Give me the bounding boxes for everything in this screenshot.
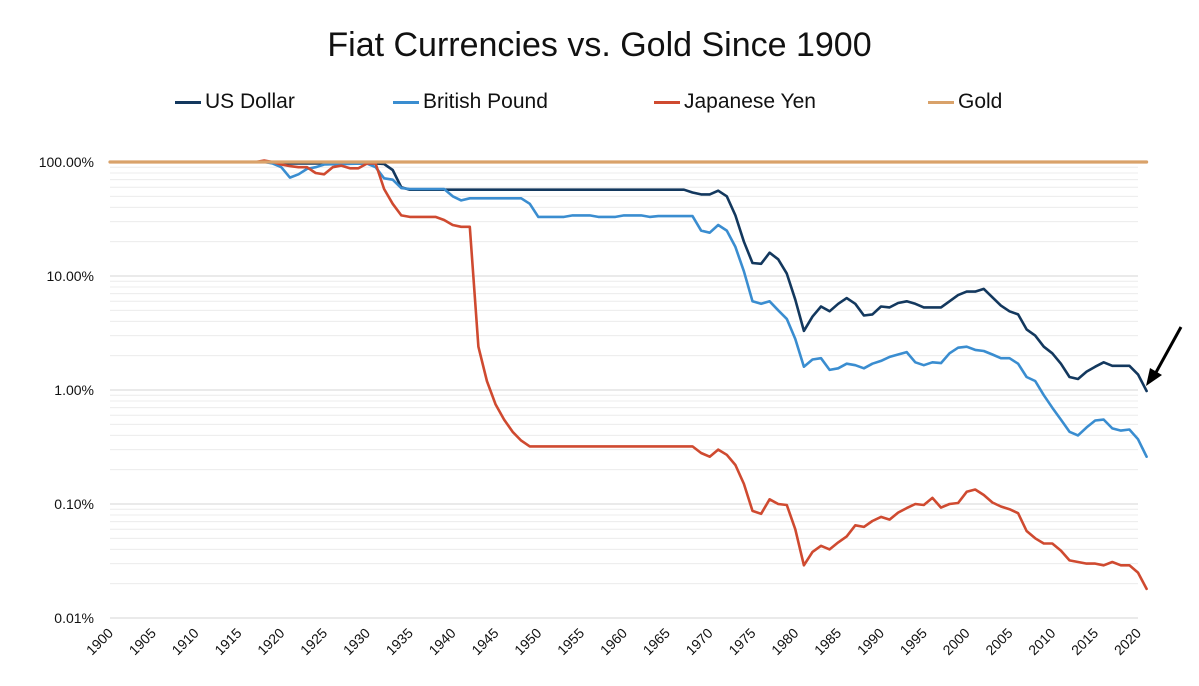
x-tick-label: 2015 — [1068, 625, 1101, 658]
x-tick-label: 2020 — [1111, 625, 1144, 658]
arrow-head — [1146, 368, 1162, 386]
x-tick-label: 1935 — [383, 625, 416, 658]
series-line-british-pound — [108, 160, 1148, 459]
legend-swatch-british-pound — [393, 100, 419, 104]
legend-item-british-pound: British Pound — [393, 90, 548, 114]
y-tick-label: 10.00% — [47, 268, 94, 284]
x-tick-label: 2005 — [982, 625, 1015, 658]
legend-label-gold: Gold — [958, 90, 1003, 113]
y-tick-label: 1.00% — [54, 382, 94, 398]
x-tick-label: 1955 — [554, 625, 587, 658]
x-tick-label: 1940 — [425, 625, 458, 658]
x-tick-label: 1930 — [340, 625, 373, 658]
series-layer — [108, 159, 1149, 591]
arrow-shaft — [1152, 326, 1183, 377]
x-tick-label: 2010 — [1025, 625, 1058, 658]
x-tick-label: 1980 — [768, 625, 801, 658]
x-tick-label: 1925 — [297, 625, 330, 658]
x-tick-label: 1915 — [211, 625, 244, 658]
grid-layer — [110, 161, 1138, 619]
legend-label-british-pound: British Pound — [423, 90, 548, 113]
x-tick-label: 1975 — [725, 625, 758, 658]
x-tick-label: 1970 — [682, 625, 715, 658]
legend-swatch-us-dollar — [175, 100, 201, 104]
y-tick-label: 0.01% — [54, 610, 94, 626]
x-tick-label: 1985 — [811, 625, 844, 658]
x-tick-label: 1900 — [83, 625, 116, 658]
x-tick-label: 1990 — [854, 625, 887, 658]
x-tick-label: 1960 — [597, 625, 630, 658]
y-axis-ticks: 100.00% 10.00% 1.00% 0.10% 0.01% — [39, 154, 94, 626]
legend-item-gold: Gold — [928, 90, 1002, 114]
x-tick-label: 1905 — [126, 625, 159, 658]
x-tick-label: 1965 — [640, 625, 673, 658]
legend: US Dollar British Pound Japanese Yen Gol… — [0, 90, 1199, 124]
legend-item-us-dollar: US Dollar — [175, 90, 295, 114]
arrow-annotation — [1146, 326, 1183, 386]
legend-swatch-gold — [928, 100, 954, 104]
series-line-us-dollar — [108, 160, 1148, 393]
x-tick-label: 1950 — [511, 625, 544, 658]
x-tick-label: 1945 — [468, 625, 501, 658]
x-tick-label: 2000 — [939, 625, 972, 658]
x-axis-ticks: 1900 1905 1910 1915 1920 1925 1930 1935 1940 1945… — [83, 625, 1144, 658]
y-tick-label: 100.00% — [39, 154, 94, 170]
legend-label-us-dollar: US Dollar — [205, 90, 295, 113]
series-line-japanese-yen — [108, 159, 1148, 591]
x-tick-label: 1995 — [897, 625, 930, 658]
x-tick-label: 1920 — [254, 625, 287, 658]
chart-title: Fiat Currencies vs. Gold Since 1900 — [327, 26, 872, 64]
x-tick-label: 1910 — [168, 625, 201, 658]
y-tick-label: 0.10% — [54, 496, 94, 512]
legend-label-japanese-yen: Japanese Yen — [684, 90, 816, 113]
legend-item-japanese-yen: Japanese Yen — [654, 90, 816, 114]
legend-swatch-japanese-yen — [654, 100, 680, 104]
